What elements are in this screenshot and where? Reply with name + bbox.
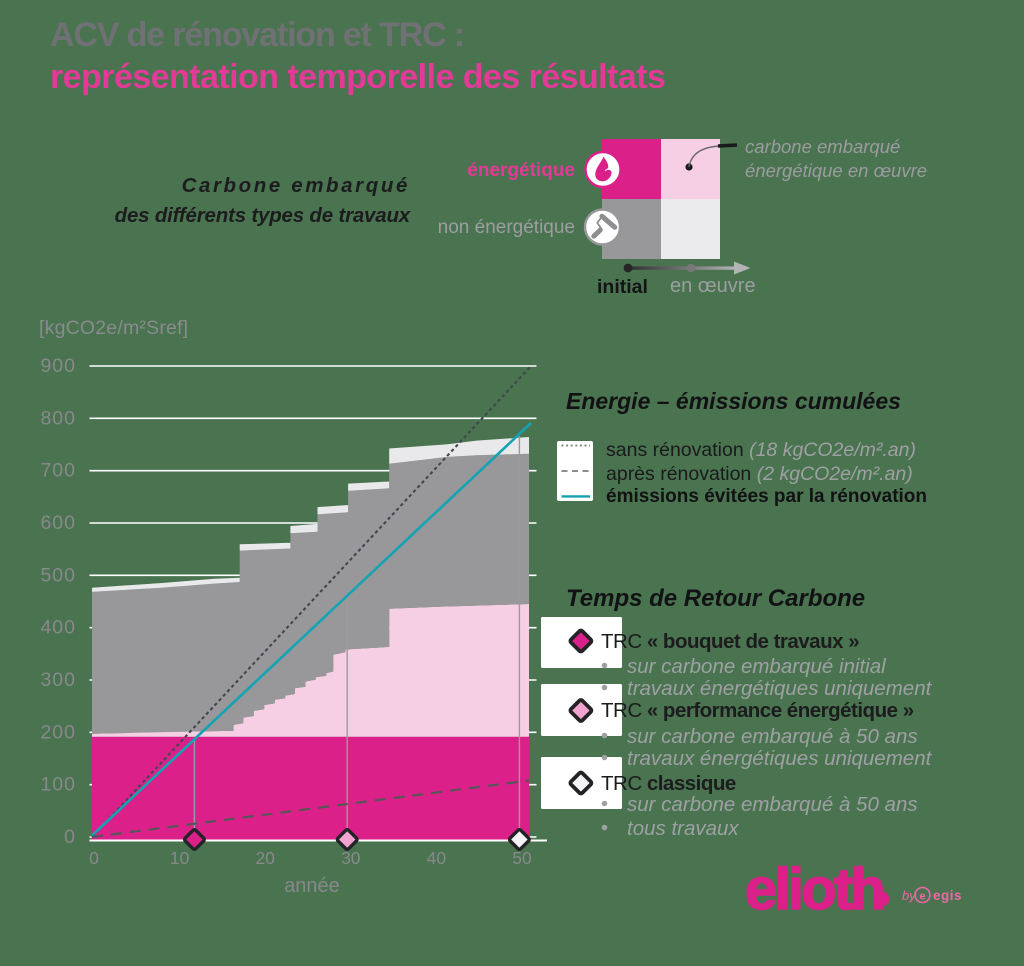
svg-text:20: 20	[255, 848, 275, 868]
svg-text:0: 0	[89, 848, 99, 868]
svg-text:30: 30	[341, 848, 361, 868]
svg-text:année: année	[284, 875, 340, 897]
svg-text:500: 500	[40, 564, 76, 586]
svg-text:600: 600	[40, 512, 76, 534]
svg-text:900: 900	[40, 355, 76, 377]
svg-text:700: 700	[40, 460, 76, 482]
svg-text:200: 200	[40, 721, 76, 743]
svg-text:40: 40	[427, 848, 447, 868]
svg-text:e: e	[919, 891, 925, 903]
svg-text:800: 800	[40, 407, 76, 429]
svg-text:50: 50	[512, 848, 532, 868]
svg-text:100: 100	[40, 774, 76, 796]
svg-text:300: 300	[40, 669, 76, 691]
svg-text:0: 0	[64, 826, 76, 848]
svg-text:10: 10	[170, 848, 190, 868]
svg-text:400: 400	[40, 617, 76, 639]
